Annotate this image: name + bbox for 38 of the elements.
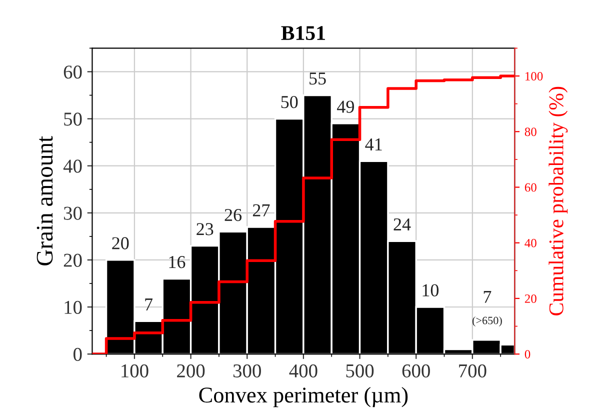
x-tick-label: 200 <box>177 364 205 378</box>
y2-tick-label: 20 <box>524 294 536 303</box>
y2-axis-title: Cumulative probability (%) <box>548 86 568 316</box>
y-tick-label: 20 <box>64 254 82 267</box>
data-label: 55 <box>310 72 326 85</box>
data-label: 20 <box>112 237 129 250</box>
data-label: 7 <box>145 298 153 310</box>
data-label: 23 <box>196 223 214 236</box>
x-tick-label: 500 <box>346 364 374 378</box>
y-tick-label: 10 <box>64 300 82 314</box>
data-label: 49 <box>337 100 354 113</box>
y2-tick-label: 80 <box>524 128 536 136</box>
y-axis-title: Grain amount <box>36 136 53 266</box>
y2-tick-label: 100 <box>525 72 543 80</box>
y-tick-label: 50 <box>64 112 82 126</box>
x-axis-title: Convex perimeter (µm) <box>199 386 408 408</box>
data-label: 41 <box>365 138 382 150</box>
x-tick-label: 400 <box>289 364 318 378</box>
chart-title: B151 <box>281 26 325 40</box>
y2-tick-label: 0 <box>524 350 530 359</box>
data-label: 50 <box>281 96 298 108</box>
data-label: 27 <box>252 204 270 216</box>
y-tick-label: 40 <box>63 160 82 173</box>
data-label: 10 <box>422 284 439 296</box>
data-label: 16 <box>169 256 186 268</box>
x-tick-label: 100 <box>122 364 148 378</box>
annotation: 7 <box>484 290 492 303</box>
x-tick-label: 600 <box>402 364 430 378</box>
y-tick-label: 0 <box>74 348 82 361</box>
y2-tick-label: 40 <box>524 238 536 248</box>
y-tick-label: 60 <box>64 66 82 79</box>
data-label: 26 <box>224 208 242 222</box>
data-label: 24 <box>394 218 411 230</box>
y-tick-label: 30 <box>64 206 82 220</box>
x-tick-label: 700 <box>459 364 486 378</box>
x-tick-label: 300 <box>233 364 261 378</box>
annotation: (>650) <box>472 316 502 327</box>
y2-tick-label: 60 <box>524 183 536 192</box>
